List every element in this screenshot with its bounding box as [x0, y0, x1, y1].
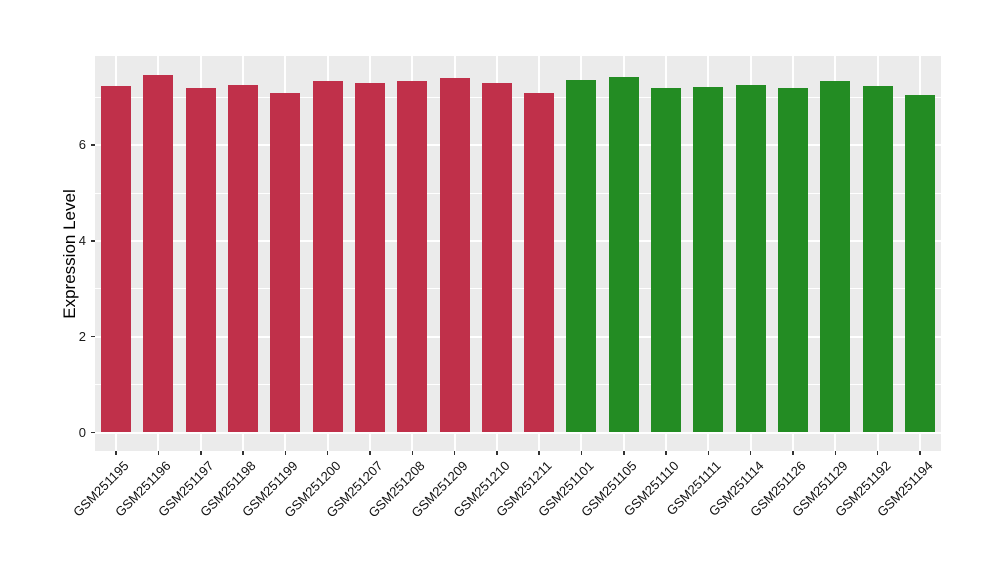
- x-tick-GSM251211: [538, 451, 540, 455]
- gridline-major-y6: [95, 144, 941, 147]
- y-tick-label-2: 2: [78, 328, 86, 344]
- bar-GSM251199: [270, 92, 301, 433]
- y-tick-0: [91, 431, 95, 434]
- bar-GSM251209: [439, 78, 470, 433]
- bar-GSM251101: [566, 79, 597, 433]
- gridline-major-y2: [95, 335, 941, 338]
- x-tick-GSM251209: [453, 451, 456, 455]
- bar-GSM251129: [820, 81, 851, 433]
- bar-GSM251208: [397, 81, 428, 433]
- x-tick-GSM251197: [200, 451, 202, 455]
- bar-GSM251195: [101, 85, 132, 433]
- x-tick-GSM251114: [749, 451, 752, 455]
- gridline-minor-y3: [95, 288, 941, 290]
- x-tick-GSM251200: [326, 451, 329, 455]
- x-tick-GSM251208: [411, 451, 413, 455]
- y-tick-2: [91, 335, 95, 338]
- bar-GSM251200: [312, 81, 343, 433]
- y-tick-label-0: 0: [78, 424, 86, 440]
- x-tick-GSM251101: [580, 451, 583, 455]
- bar-GSM251211: [524, 93, 555, 433]
- bar-GSM251111: [693, 86, 724, 433]
- gridline-minor-y5: [95, 192, 941, 194]
- y-axis-title: Expression Level: [60, 189, 79, 319]
- gridline-minor-y1: [95, 384, 941, 386]
- chart-panel: [95, 56, 941, 451]
- bar-GSM251196: [143, 74, 174, 433]
- bar-GSM251194: [904, 94, 935, 433]
- x-tick-GSM251129: [834, 451, 836, 455]
- bar-GSM251210: [481, 82, 512, 433]
- x-tick-GSM251199: [284, 451, 287, 455]
- bar-GSM251192: [862, 86, 893, 433]
- bar-GSM251105: [608, 77, 639, 433]
- bar-GSM251207: [354, 82, 385, 433]
- x-tick-GSM251196: [157, 451, 160, 455]
- y-tick-label-6: 6: [78, 137, 86, 153]
- x-tick-GSM251210: [496, 451, 498, 455]
- gridline-minor-y7: [95, 96, 941, 98]
- x-tick-GSM251126: [792, 451, 794, 455]
- bar-GSM251197: [185, 87, 216, 433]
- y-tick-6: [91, 144, 95, 146]
- bar-GSM251198: [228, 84, 259, 433]
- gridline-major-y4: [95, 239, 941, 242]
- x-tick-GSM251207: [369, 451, 371, 455]
- x-tick-GSM251111: [707, 451, 710, 455]
- x-tick-GSM251198: [242, 451, 244, 455]
- x-tick-GSM251192: [876, 451, 879, 455]
- gridline-major-y0: [95, 431, 941, 434]
- x-tick-GSM251195: [115, 451, 117, 455]
- bar-GSM251126: [777, 88, 808, 433]
- x-tick-GSM251110: [665, 451, 667, 455]
- y-tick-4: [91, 240, 95, 242]
- y-tick-label-4: 4: [78, 232, 86, 248]
- bar-GSM251114: [735, 84, 766, 433]
- bar-GSM251110: [651, 87, 682, 433]
- x-tick-GSM251194: [919, 451, 921, 455]
- x-tick-GSM251105: [623, 451, 625, 455]
